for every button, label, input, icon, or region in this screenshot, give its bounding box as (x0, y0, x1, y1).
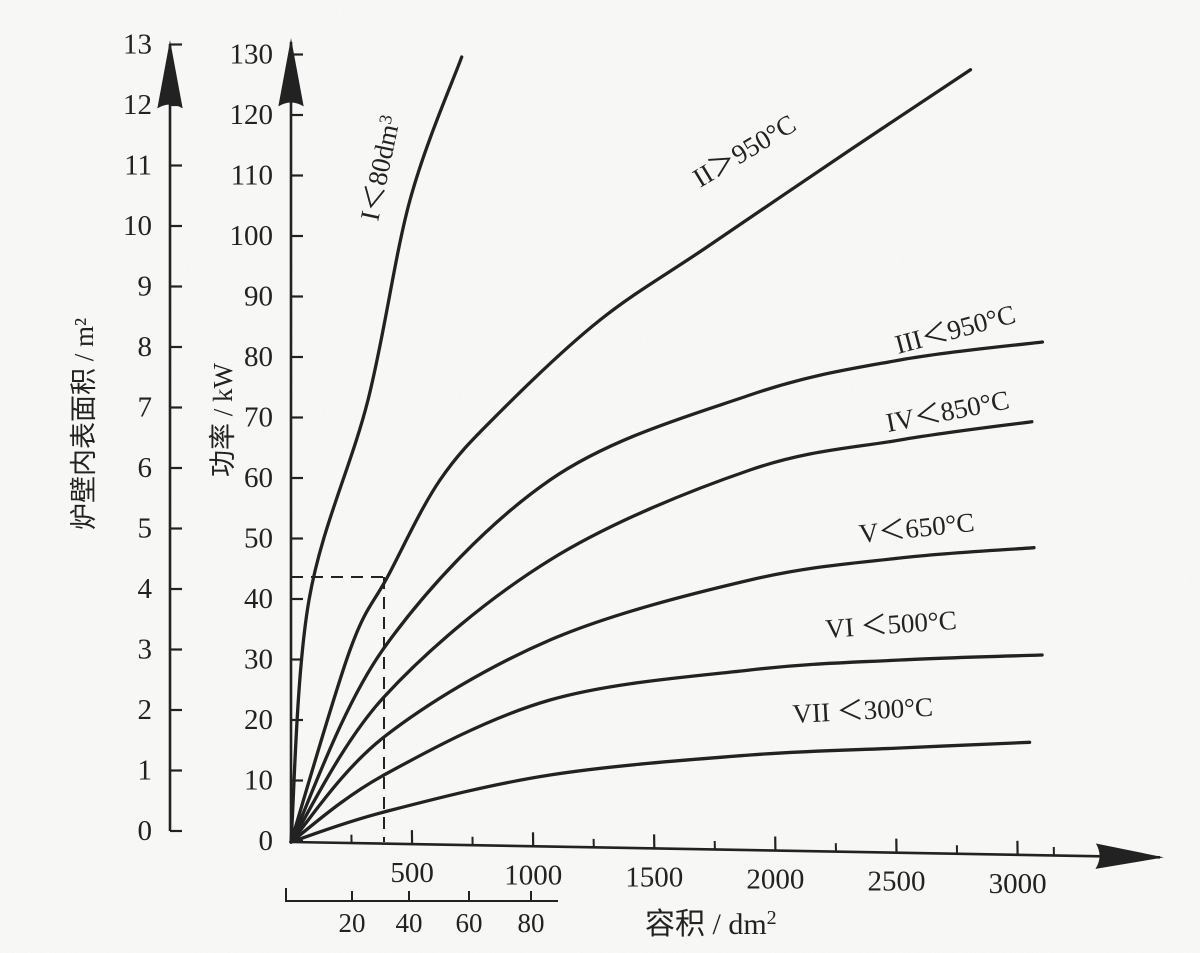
svg-text:0: 0 (138, 815, 153, 847)
svg-text:120: 120 (230, 99, 274, 131)
svg-text:功率 / kW: 功率 / kW (208, 362, 238, 477)
svg-text:1000: 1000 (504, 859, 562, 891)
svg-text:11: 11 (124, 150, 152, 182)
svg-text:8: 8 (138, 331, 153, 363)
svg-text:6: 6 (138, 452, 153, 484)
svg-text:20: 20 (244, 704, 273, 736)
svg-text:130: 130 (230, 39, 274, 71)
svg-text:80: 80 (518, 908, 545, 938)
svg-text:0: 0 (259, 825, 274, 857)
svg-text:1: 1 (138, 755, 153, 787)
svg-text:1500: 1500 (625, 861, 683, 893)
svg-text:3: 3 (138, 634, 153, 666)
svg-text:40: 40 (244, 583, 273, 615)
svg-text:10: 10 (244, 765, 273, 797)
svg-text:50: 50 (244, 523, 273, 555)
svg-text:2: 2 (138, 694, 153, 726)
svg-text:60: 60 (244, 462, 273, 494)
svg-text:13: 13 (123, 29, 152, 61)
svg-text:40: 40 (396, 908, 423, 938)
svg-text:70: 70 (244, 402, 273, 434)
svg-text:90: 90 (244, 281, 273, 313)
svg-text:110: 110 (231, 160, 273, 192)
svg-text:9: 9 (138, 271, 153, 303)
svg-text:80: 80 (244, 341, 273, 373)
svg-text:7: 7 (138, 392, 153, 424)
svg-text:60: 60 (456, 908, 483, 938)
svg-text:炉壁内表面积 / m²: 炉壁内表面积 / m² (69, 318, 99, 530)
svg-text:容积 / dm2: 容积 / dm2 (645, 907, 777, 941)
svg-text:100: 100 (230, 220, 274, 252)
svg-text:5: 5 (138, 513, 153, 545)
svg-text:10: 10 (123, 210, 152, 242)
svg-text:3000: 3000 (989, 868, 1047, 900)
svg-text:4: 4 (138, 573, 153, 605)
svg-text:500: 500 (390, 857, 434, 889)
svg-text:20: 20 (339, 908, 366, 938)
svg-text:30: 30 (244, 644, 273, 676)
svg-text:12: 12 (123, 89, 152, 121)
svg-text:2500: 2500 (868, 866, 926, 898)
svg-text:2000: 2000 (746, 864, 804, 896)
